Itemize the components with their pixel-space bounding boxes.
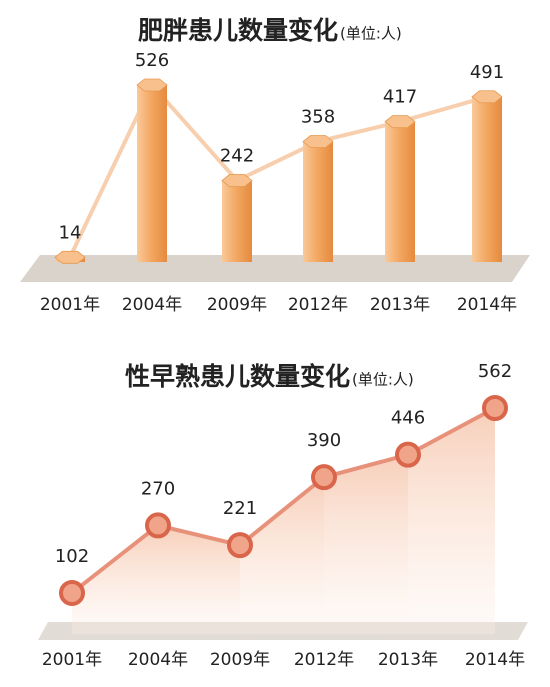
marker [311,464,337,491]
value-label: 358 [301,107,335,128]
chart-subtitle: (单位:人) [352,371,414,389]
value-label: 242 [220,146,254,167]
bar-cap [136,78,168,92]
x-tick-label: 2001年 [42,650,102,670]
chart-subtitle: (单位:人) [340,25,402,43]
x-tick-label: 2004年 [122,295,182,315]
bar-cap [302,135,334,148]
bar [385,121,415,262]
x-tick-label: 2012年 [288,295,348,315]
x-tick-label: 2014年 [465,650,525,670]
area [408,408,495,634]
value-label: 417 [383,87,417,108]
floor [20,255,530,282]
connector-line [68,81,488,259]
value-label: 390 [307,430,341,451]
area [240,477,324,634]
chart-title: 性早熟患儿数量变化 [125,362,350,391]
x-tick-label: 2001年 [40,295,100,315]
marker [482,395,508,421]
marker [395,441,421,468]
x-tick-label: 2012年 [294,650,354,670]
line [70,406,496,595]
area [324,454,408,634]
value-label: 221 [223,498,257,519]
bar-cap [471,90,503,104]
x-tick-label: 2009年 [210,650,270,670]
x-tick-label: 2004年 [128,650,188,670]
bar [303,141,333,262]
bar [137,85,167,262]
bar [222,180,252,262]
x-tick-label: 2013年 [370,295,430,315]
chart-title: 肥胖患儿数量变化 [138,16,338,45]
marker [59,579,85,606]
x-tick-label: 2014年 [457,295,517,315]
x-tick-label: 2013年 [378,650,438,670]
x-tick-label: 2009年 [207,295,267,315]
bar-cap [384,115,416,129]
value-label: 491 [470,62,504,83]
area [158,525,240,634]
bar-cap [221,174,253,187]
value-label: 270 [141,478,175,499]
value-label: 446 [391,408,425,429]
marker [145,512,171,539]
value-label: 526 [135,50,169,71]
marker [227,532,253,559]
bar-cap [54,250,86,264]
bar [472,96,502,263]
value-label: 562 [478,361,512,382]
value-label: 102 [55,546,89,567]
area [72,525,158,634]
value-label: 14 [59,222,82,243]
